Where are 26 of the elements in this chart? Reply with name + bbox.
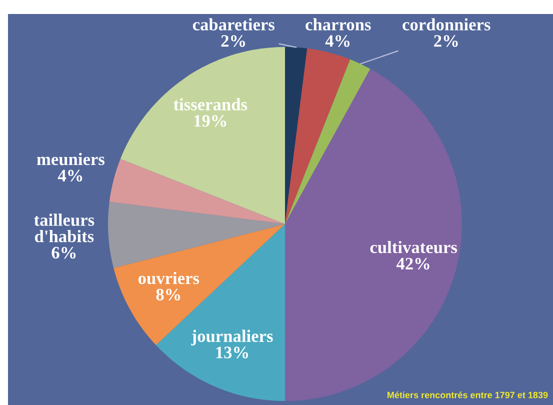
data-label: 2% xyxy=(434,35,458,47)
data-label: 19% xyxy=(194,115,226,127)
slice-label: tisserands xyxy=(174,98,248,110)
data-label: 4% xyxy=(58,170,82,182)
pie-slice xyxy=(109,158,285,224)
pie-slice xyxy=(108,202,285,268)
slice-label: cordonniers xyxy=(402,18,490,30)
data-label: 42% xyxy=(396,258,430,270)
slice-label: journaliers xyxy=(191,330,273,346)
slice-label: charrons xyxy=(306,18,371,30)
pie-slice xyxy=(285,59,370,224)
slice-label: ouvriers xyxy=(138,272,200,284)
slice-label: meuniers xyxy=(36,152,105,166)
data-label: 6% xyxy=(52,246,76,259)
slice-label: cabaretiers xyxy=(192,18,274,30)
data-label: 4% xyxy=(325,35,350,47)
pie-slice xyxy=(114,224,285,346)
slice-label: cultivateurs xyxy=(370,240,458,254)
pie-slice xyxy=(285,48,350,224)
text: Métiers rencontrés entre 1797 et 1839 xyxy=(388,392,548,398)
data-label: 2% xyxy=(221,35,246,47)
slice-label: tailleurs d'habits xyxy=(34,214,94,242)
pie-slice xyxy=(285,47,308,224)
data-label: 13% xyxy=(216,346,248,358)
pie-slice xyxy=(120,47,285,224)
data-label: 8% xyxy=(156,288,180,301)
